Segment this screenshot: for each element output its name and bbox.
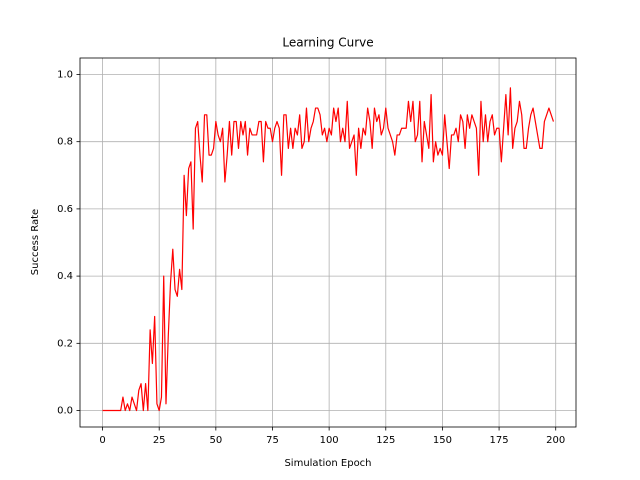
y-axis-label: Success Rate: [30, 209, 41, 275]
x-tick-label: 150: [433, 435, 452, 446]
plot-frame: [79, 57, 577, 428]
x-tick-label: 200: [546, 435, 565, 446]
y-tick-label: 0.4: [57, 271, 73, 282]
x-tick-label: 125: [376, 435, 395, 446]
y-tick-label: 0.6: [57, 204, 73, 215]
y-tick-label: 0.0: [57, 406, 73, 417]
y-tick-label: 0.2: [57, 338, 73, 349]
x-tick-label: 25: [153, 435, 166, 446]
y-tick-label: 1.0: [57, 69, 73, 80]
x-tick-label: 0: [99, 435, 105, 446]
x-tick-label: 75: [266, 435, 279, 446]
chart-title: Learning Curve: [282, 36, 373, 50]
x-tick-label: 100: [320, 435, 339, 446]
x-axis-label: Simulation Epoch: [284, 458, 371, 469]
data-line: [102, 87, 555, 412]
x-tick-label: 50: [209, 435, 222, 446]
y-tick-label: 0.8: [57, 137, 73, 148]
x-tick-label: 175: [490, 435, 509, 446]
